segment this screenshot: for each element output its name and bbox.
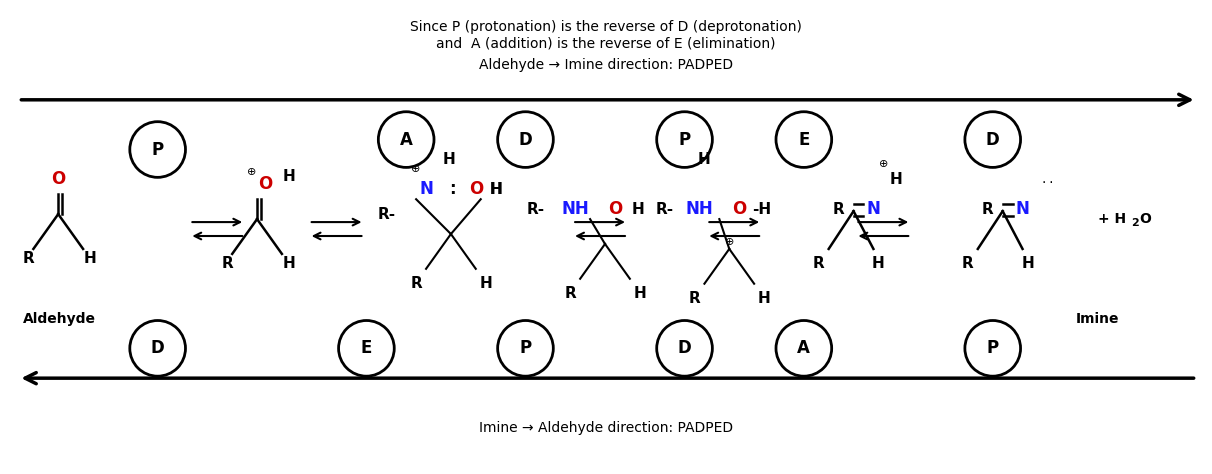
Text: R-: R- <box>377 207 395 222</box>
Text: H: H <box>631 201 645 217</box>
Text: NH: NH <box>686 200 714 218</box>
Text: D: D <box>150 339 165 357</box>
Text: P: P <box>152 140 164 158</box>
Text: ⊕: ⊕ <box>411 164 421 174</box>
Text: Imine: Imine <box>1075 311 1119 326</box>
Text: D: D <box>678 339 691 357</box>
Text: H: H <box>698 152 710 167</box>
Text: R: R <box>23 251 34 266</box>
Text: R: R <box>833 201 845 217</box>
Text: D: D <box>519 130 532 148</box>
Text: N: N <box>1016 200 1029 218</box>
Text: P: P <box>520 339 532 357</box>
Text: R: R <box>962 256 973 271</box>
Text: R: R <box>410 276 422 291</box>
Text: H: H <box>479 276 492 291</box>
Text: O: O <box>51 170 65 188</box>
Text: E: E <box>799 130 810 148</box>
Text: Aldehyde: Aldehyde <box>23 311 97 326</box>
Text: H: H <box>84 251 97 266</box>
Text: H: H <box>758 291 771 306</box>
Text: P: P <box>679 130 691 148</box>
Text: R: R <box>565 286 576 301</box>
Text: O: O <box>732 200 747 218</box>
Text: ⊕: ⊕ <box>247 167 257 177</box>
Text: + H: + H <box>1098 212 1126 226</box>
Text: A: A <box>797 339 811 357</box>
Text: Since P (protonation) is the reverse of D (deprotonation)
and  A (addition) is t: Since P (protonation) is the reverse of … <box>410 20 802 50</box>
Text: . .: . . <box>1041 173 1053 186</box>
Text: H: H <box>871 256 885 271</box>
Text: 2: 2 <box>1131 218 1139 228</box>
Text: E: E <box>361 339 372 357</box>
Text: -H: -H <box>753 201 772 217</box>
Text: O: O <box>608 200 622 218</box>
Text: R-: R- <box>656 201 674 217</box>
Text: H: H <box>490 182 502 197</box>
Text: N: N <box>867 200 880 218</box>
Text: Imine → Aldehyde direction: PADPED: Imine → Aldehyde direction: PADPED <box>479 421 733 435</box>
Text: R: R <box>813 256 824 271</box>
Text: Aldehyde → Imine direction: PADPED: Aldehyde → Imine direction: PADPED <box>479 58 733 72</box>
Text: R: R <box>982 201 994 217</box>
Text: D: D <box>985 130 1000 148</box>
Text: P: P <box>987 339 999 357</box>
Text: A: A <box>400 130 412 148</box>
Text: N: N <box>419 180 433 198</box>
Text: O: O <box>1139 212 1150 226</box>
Text: NH: NH <box>561 200 589 218</box>
Text: R: R <box>688 291 701 306</box>
Text: :: : <box>450 180 456 198</box>
Text: H: H <box>890 172 903 187</box>
Text: R-: R- <box>526 201 544 217</box>
Text: H: H <box>490 182 502 197</box>
Text: ⊕: ⊕ <box>879 159 888 169</box>
Text: O: O <box>258 175 273 193</box>
Text: H: H <box>282 169 296 184</box>
Text: H: H <box>634 286 646 301</box>
Text: R: R <box>222 256 233 271</box>
Text: H: H <box>442 152 456 167</box>
Text: ⊕: ⊕ <box>725 237 734 247</box>
Text: H: H <box>282 256 296 271</box>
Text: O: O <box>469 180 482 198</box>
Text: H: H <box>1022 256 1034 271</box>
